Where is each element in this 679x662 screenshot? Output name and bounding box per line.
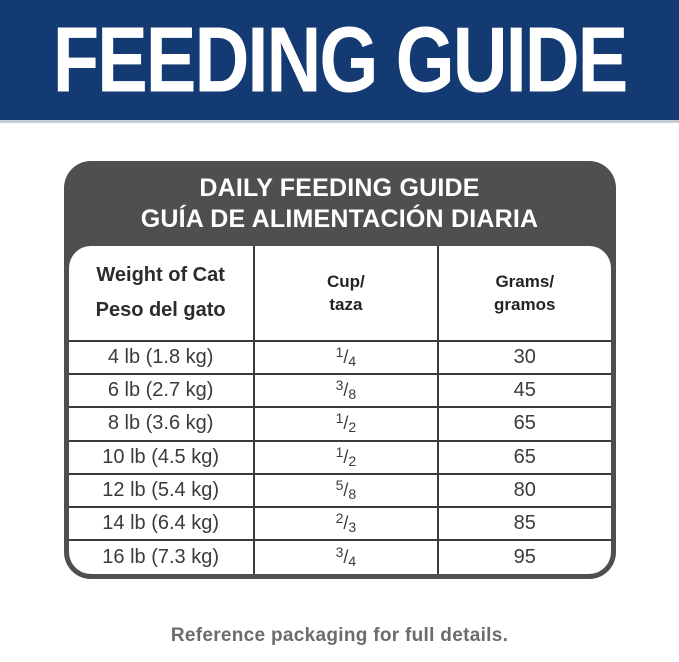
cup-cell: 1/4: [252, 342, 437, 374]
feeding-table-card: DAILY FEEDING GUIDE GUÍA DE ALIMENTACIÓN…: [63, 161, 616, 579]
weight-cell: 6 lb (2.7 kg): [107, 379, 214, 402]
table-row: 12 lb (5.4 kg) 5/8 80: [68, 474, 611, 508]
column-header-grams-es: gramos: [494, 295, 556, 314]
table-row: 14 lb (6.4 kg) 2/3 85: [68, 507, 611, 542]
feeding-guide-banner: FEEDING GUIDE: [0, 0, 679, 123]
grams-cell: 30: [437, 342, 610, 374]
table-row: 4 lb (1.8 kg) 1/4 30: [68, 342, 611, 376]
cup-fraction: 2/3: [335, 510, 357, 536]
table-row: 8 lb (3.6 kg) 1/2 65: [68, 408, 611, 442]
cup-cell: 1/2: [252, 408, 437, 440]
cup-cell: 3/8: [252, 375, 437, 407]
column-header-weight-en: Weight of Cat: [96, 264, 225, 286]
cup-fraction: 1/2: [335, 410, 357, 436]
grams-cell: 65: [437, 408, 610, 440]
page-title: FEEDING GUIDE: [52, 8, 629, 112]
column-header-cup-en: Cup/: [327, 272, 365, 291]
cup-cell: 1/2: [252, 441, 437, 473]
table-row: 6 lb (2.7 kg) 3/8 45: [68, 375, 611, 409]
table-row: 10 lb (4.5 kg) 1/2 65: [68, 441, 611, 475]
weight-cell: 12 lb (5.4 kg): [102, 478, 219, 501]
cup-cell: 5/8: [252, 474, 437, 506]
footer-note: Reference packaging for full details.: [170, 625, 509, 646]
weight-cell: 16 lb (7.3 kg): [102, 546, 219, 569]
cup-fraction: 3/4: [335, 544, 357, 570]
column-header-cup: Cup/ taza: [252, 246, 437, 340]
grams-cell: 45: [437, 375, 610, 407]
grams-cell: 85: [437, 507, 610, 540]
feeding-table: Weight of Cat Peso del gato Cup/ taza Gr…: [68, 246, 611, 574]
table-title-spanish: GUÍA DE ALIMENTACIÓN DIARIA: [140, 204, 539, 233]
table-title-english: DAILY FEEDING GUIDE: [199, 173, 480, 202]
weight-cell: 8 lb (3.6 kg): [107, 412, 214, 435]
weight-cell: 14 lb (6.4 kg): [102, 512, 219, 535]
cup-fraction: 1/2: [335, 443, 357, 469]
column-header-grams-en: Grams/: [495, 272, 555, 291]
column-header-weight-es: Peso del gato: [95, 299, 226, 321]
table-rows: 4 lb (1.8 kg) 1/4 30 6 lb (2.7 kg) 3/8 4…: [68, 342, 611, 574]
weight-cell: 4 lb (1.8 kg): [107, 346, 214, 369]
grams-cell: 95: [437, 541, 610, 574]
weight-cell: 10 lb (4.5 kg): [102, 445, 219, 468]
cup-fraction: 1/4: [335, 344, 357, 370]
cup-cell: 2/3: [252, 507, 437, 540]
column-header-grams: Grams/ gramos: [437, 246, 610, 340]
column-header-cup-es: taza: [329, 295, 363, 314]
table-row: 16 lb (7.3 kg) 3/4 95: [69, 541, 611, 574]
cup-fraction: 5/8: [335, 476, 357, 502]
cup-fraction: 3/8: [335, 377, 357, 403]
grams-cell: 80: [437, 474, 610, 506]
grams-cell: 65: [437, 441, 610, 473]
table-title: DAILY FEEDING GUIDE GUÍA DE ALIMENTACIÓN…: [69, 161, 611, 246]
column-header-weight: Weight of Cat Peso del gato: [69, 246, 253, 340]
cup-cell: 3/4: [252, 541, 437, 574]
column-header-row: Weight of Cat Peso del gato Cup/ taza Gr…: [68, 246, 611, 342]
